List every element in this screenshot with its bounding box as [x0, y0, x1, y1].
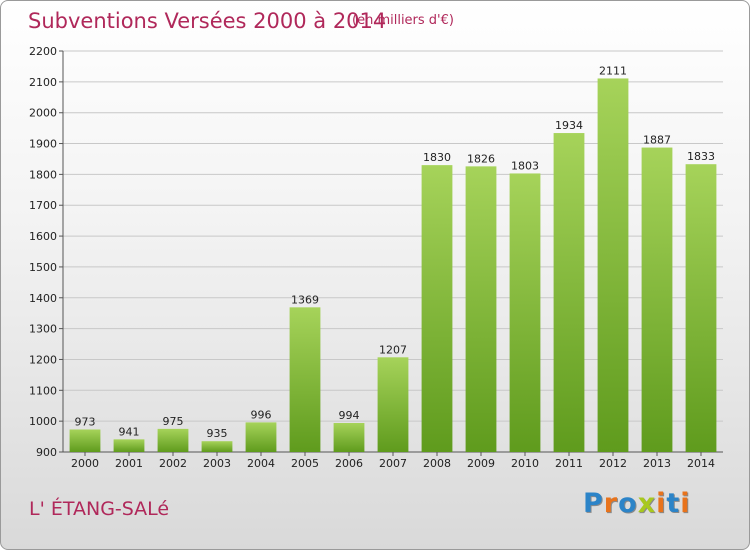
data-label: 1833	[687, 150, 715, 163]
x-tick-label: 2001	[115, 457, 143, 470]
y-tick-label: 1600	[29, 230, 57, 243]
brand-letter: t	[666, 488, 681, 519]
y-tick-label: 1200	[29, 353, 57, 366]
x-tick-label: 2013	[643, 457, 671, 470]
bar	[421, 165, 453, 452]
chart-unit: (en milliers d'€)	[352, 13, 454, 28]
x-tick-label: 2014	[687, 457, 715, 470]
data-label: 1207	[379, 343, 407, 356]
x-tick-label: 2002	[159, 457, 187, 470]
data-label: 2111	[599, 64, 627, 77]
data-label: 935	[207, 427, 228, 440]
y-tick-label: 1500	[29, 261, 57, 274]
y-tick-label: 1300	[29, 323, 57, 336]
x-tick-label: 2000	[71, 457, 99, 470]
bar	[597, 78, 629, 453]
x-tick-label: 2011	[555, 457, 583, 470]
data-label: 1826	[467, 152, 495, 165]
bar	[69, 429, 101, 452]
data-label: 1369	[291, 293, 319, 306]
x-tick-label: 2008	[423, 457, 451, 470]
brand-letter: i	[656, 488, 667, 519]
data-label: 994	[339, 409, 360, 422]
bar	[377, 357, 409, 452]
data-label: 1830	[423, 151, 451, 164]
data-label: 1934	[555, 119, 583, 132]
x-tick-label: 2009	[467, 457, 495, 470]
city-name: L' ÉTANG-SALé	[29, 498, 170, 520]
data-label: 996	[251, 408, 272, 421]
x-tick-label: 2006	[335, 457, 363, 470]
bar	[245, 422, 277, 452]
y-tick-label: 1400	[29, 292, 57, 305]
x-tick-label: 2004	[247, 457, 275, 470]
bar	[465, 166, 497, 452]
data-label: 941	[119, 425, 140, 438]
y-tick-label: 1900	[29, 138, 57, 151]
brand-letter: o	[618, 488, 638, 519]
axes: 900 1000 1100 1200 1300 1400 1500 1600 1700 1800 1…	[29, 45, 723, 470]
y-tick-label: 1100	[29, 384, 57, 397]
bar	[333, 423, 365, 452]
x-tick-label: 2012	[599, 457, 627, 470]
brand-letter: r	[603, 488, 619, 519]
x-tick-label: 2003	[203, 457, 231, 470]
chart-title: Subventions Versées 2000 à 2014	[28, 9, 387, 33]
bar	[641, 147, 673, 452]
bars: 973 941 975 935 996 1369 994 1207 1830 1826 1803 19…	[69, 64, 717, 453]
y-tick-label: 2100	[29, 76, 57, 89]
y-tick-label: 2200	[29, 45, 57, 58]
bar	[157, 428, 189, 452]
bar	[289, 307, 321, 452]
bar	[509, 173, 541, 452]
y-tick-label: 1000	[29, 415, 57, 428]
data-label: 1803	[511, 159, 539, 172]
brand-letter: i	[680, 488, 691, 519]
x-tick-label: 2007	[379, 457, 407, 470]
bar	[553, 133, 585, 452]
brand-logo: Proxiti	[583, 488, 691, 519]
data-label: 973	[75, 415, 96, 428]
x-tick-label: 2005	[291, 457, 319, 470]
bar	[685, 164, 717, 452]
x-tick-label: 2010	[511, 457, 539, 470]
bar	[201, 441, 233, 452]
brand-letter: x	[637, 488, 657, 519]
brand-letter: P	[583, 488, 604, 519]
y-tick-label: 2000	[29, 107, 57, 120]
y-tick-label: 1700	[29, 199, 57, 212]
data-label: 1887	[643, 134, 671, 147]
y-tick-label: 1800	[29, 168, 57, 181]
y-tick-label: 900	[36, 446, 57, 459]
bar	[113, 439, 145, 452]
data-label: 975	[163, 415, 184, 428]
